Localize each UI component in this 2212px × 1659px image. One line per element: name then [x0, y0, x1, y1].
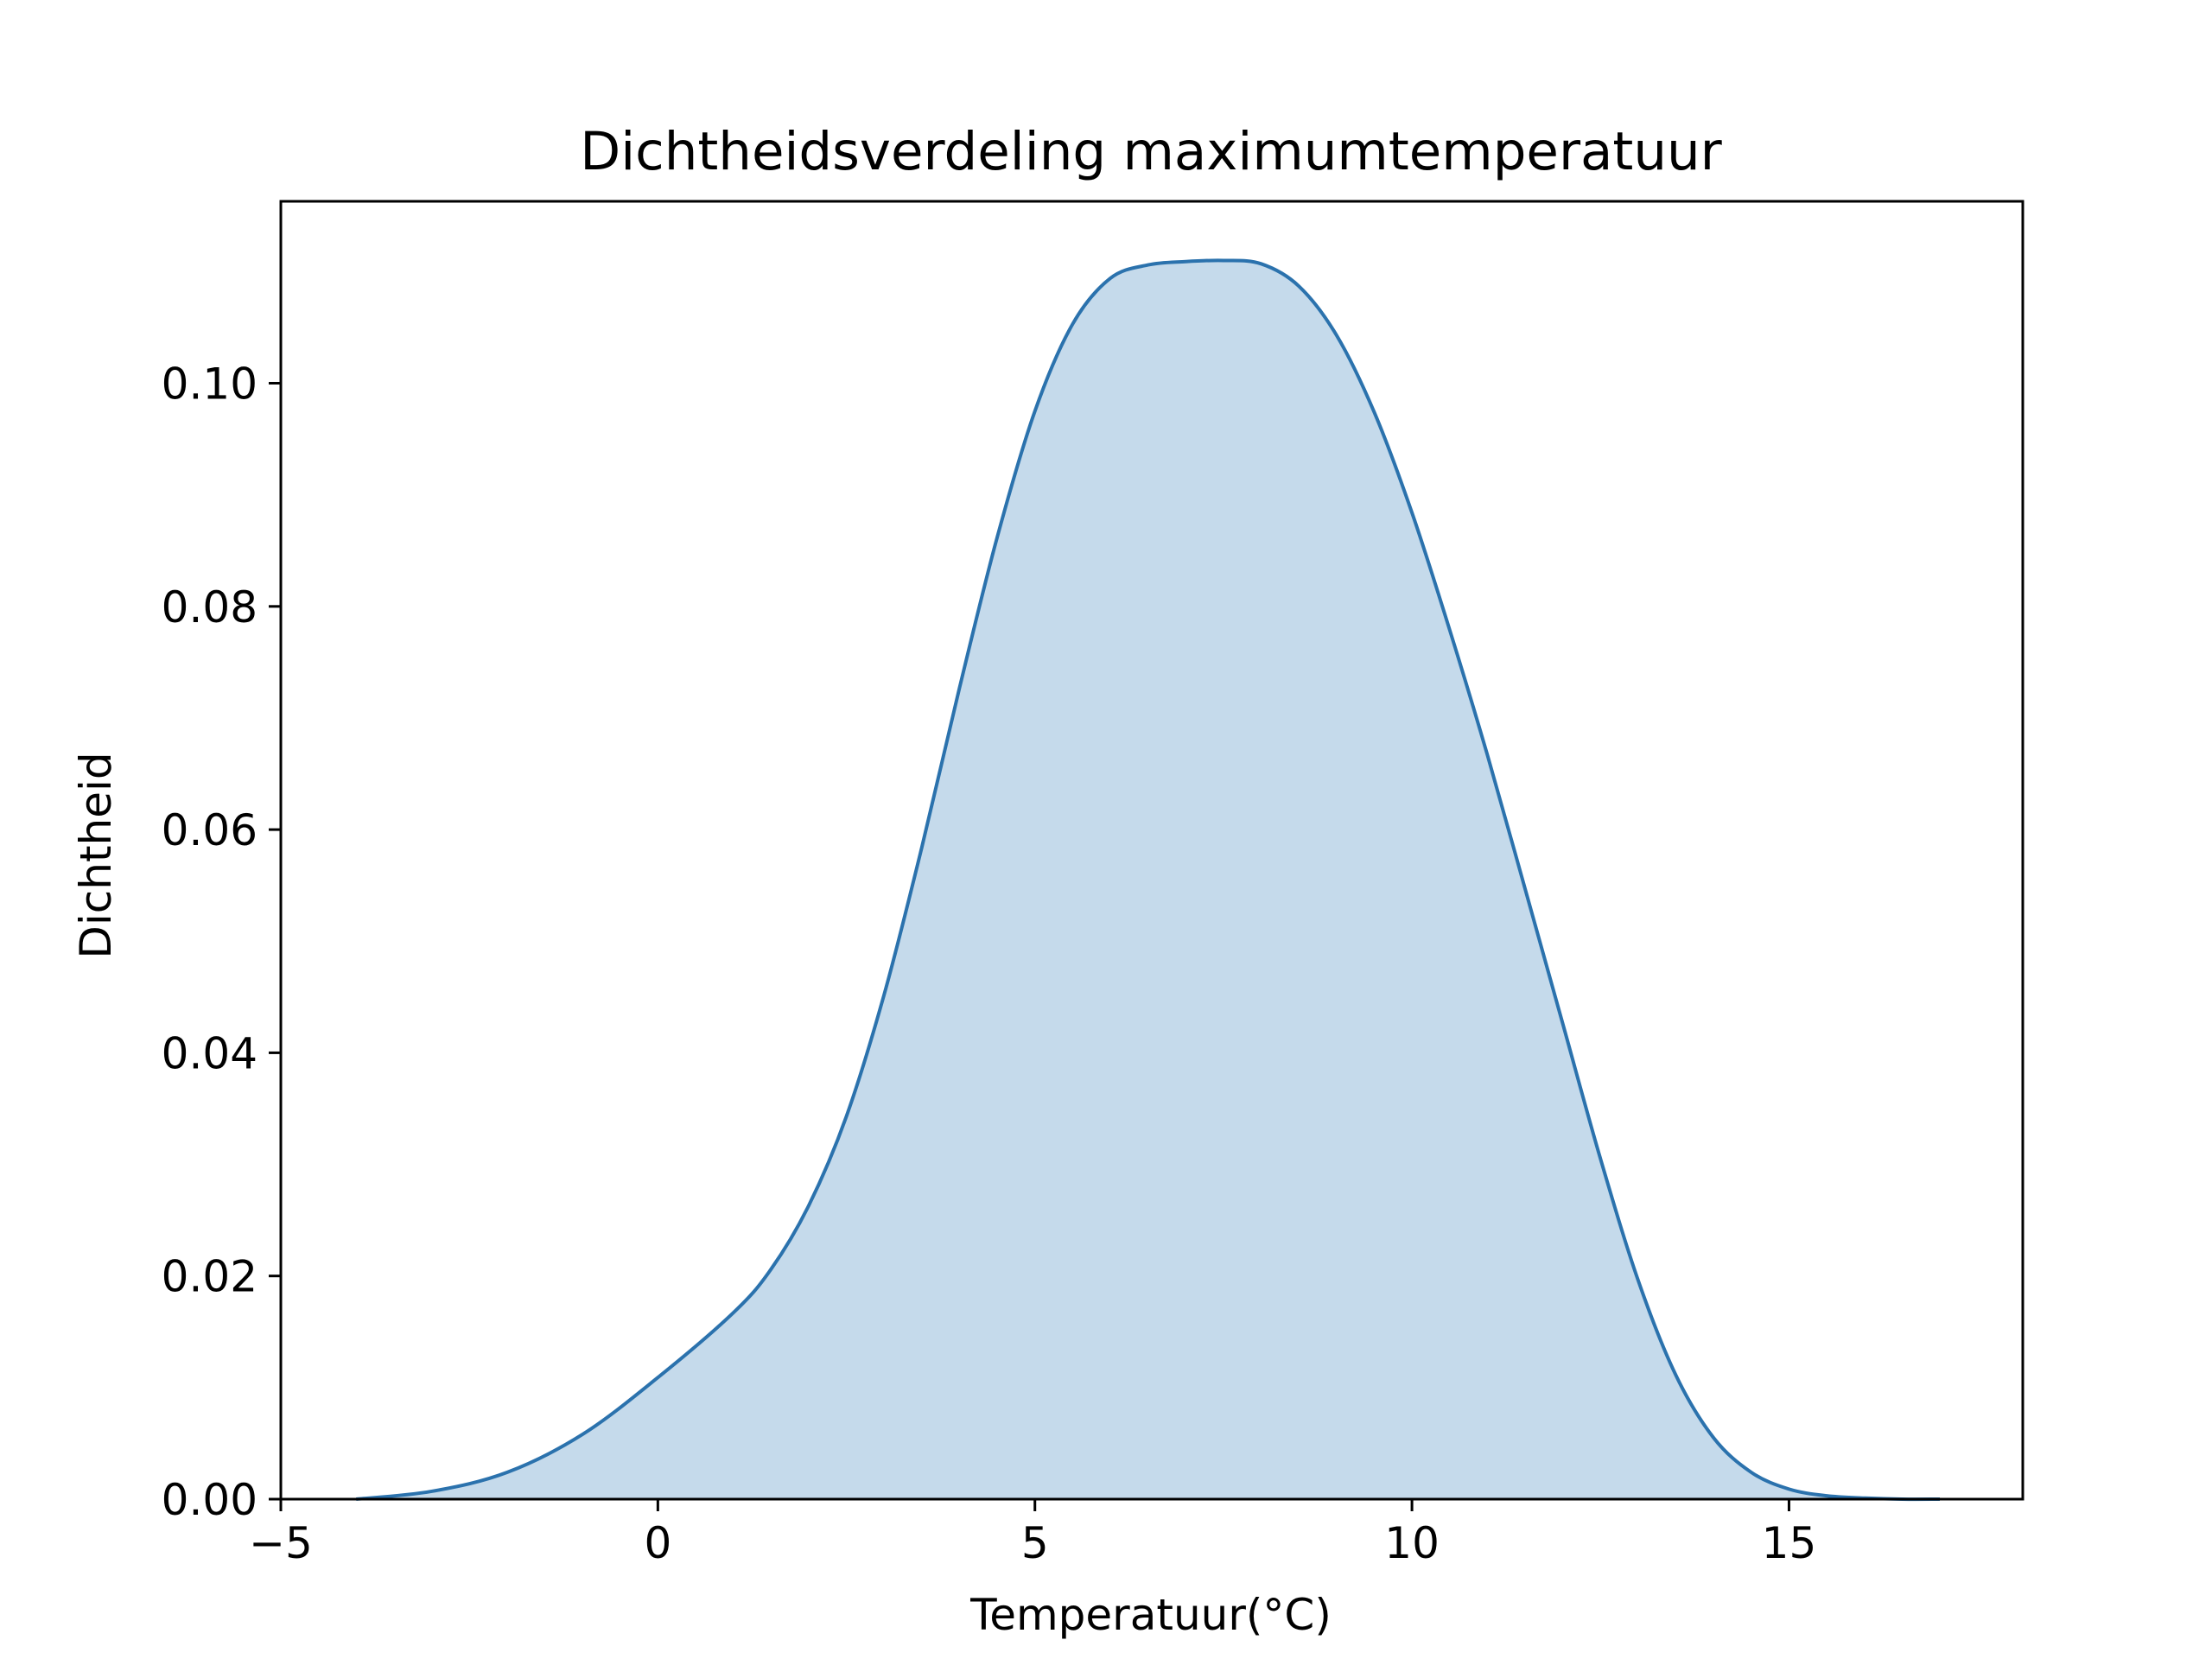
density-area-fill	[356, 260, 1940, 1500]
density-line	[356, 258, 1941, 1502]
y-tick-label: 0.04	[162, 1028, 257, 1078]
y-tick-label: 0.06	[162, 805, 257, 855]
x-tick-label: −5	[249, 1518, 313, 1568]
y-axis-label: Dichtheid	[71, 752, 121, 958]
y-tick-label: 0.00	[162, 1475, 257, 1525]
axes-frame	[279, 200, 2024, 1501]
chart-title: Dichtheidsverdeling maximumtemperatuur	[580, 121, 1722, 182]
y-tick-label: 0.02	[162, 1252, 257, 1302]
x-tick-label: 15	[1762, 1518, 1817, 1568]
plot-area	[356, 258, 1941, 1502]
x-tick-label: 5	[1021, 1518, 1049, 1568]
x-tick-label: 10	[1384, 1518, 1440, 1568]
x-axis-ticks: −5 0 5 10 15	[249, 1499, 1816, 1568]
y-axis-ticks: 0.00 0.02 0.04 0.06 0.08 0.10	[162, 359, 281, 1525]
x-tick-label: 0	[644, 1518, 671, 1568]
x-axis-label: Temperatuur(°C)	[969, 1590, 1332, 1640]
y-tick-label: 0.08	[162, 582, 257, 632]
y-tick-label: 0.10	[162, 359, 257, 410]
